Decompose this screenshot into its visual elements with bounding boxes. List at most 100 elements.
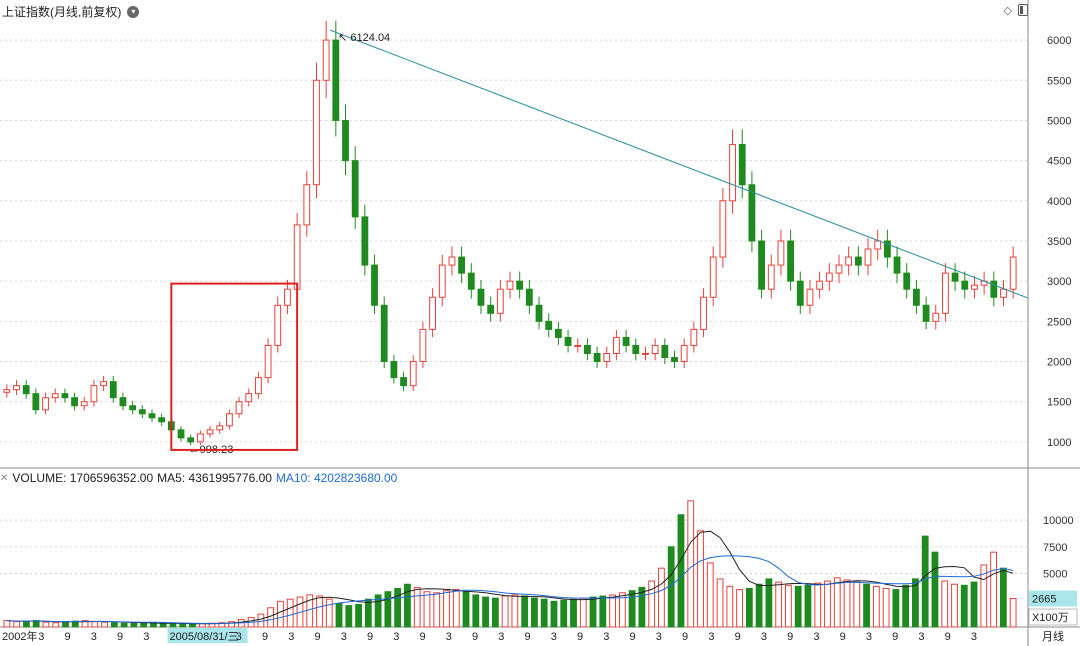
unit-tag: X100万 xyxy=(1032,612,1069,624)
volume-bar xyxy=(804,584,812,628)
x-tick-label: 3 xyxy=(551,631,557,643)
candle-body xyxy=(380,304,388,363)
volume-bar xyxy=(345,605,353,628)
x-tick-label: 9 xyxy=(682,631,688,643)
volume-bar xyxy=(32,620,40,628)
price-tick-label: 6000 xyxy=(1047,35,1071,47)
price-tick-label: 5500 xyxy=(1047,75,1071,87)
chevron-down-icon[interactable]: ▾ xyxy=(127,5,140,18)
diamond-icon[interactable]: ◇ xyxy=(1003,5,1012,17)
candle-body xyxy=(883,240,891,258)
volume-bar xyxy=(150,622,157,628)
price-tick-label: 4500 xyxy=(1047,156,1071,168)
volume-bar xyxy=(892,589,900,628)
candle-body xyxy=(371,264,378,306)
highlight-date-label: 2005/08/31/三 xyxy=(170,631,239,643)
volume-bar xyxy=(179,623,187,628)
volume-bar xyxy=(599,595,607,628)
candle-body xyxy=(835,264,843,274)
candle-body xyxy=(361,216,369,266)
x-tick-label: 3 xyxy=(91,631,97,643)
candle-body xyxy=(487,304,495,314)
volume-bar xyxy=(101,621,108,628)
volume-bar xyxy=(81,620,89,628)
candle-body xyxy=(584,344,591,354)
candle-body xyxy=(903,272,911,290)
volume-bar xyxy=(286,598,294,628)
candle-body xyxy=(506,280,514,290)
price-tick-label: 3000 xyxy=(1047,276,1071,288)
volume-bar xyxy=(13,621,21,628)
candle-body xyxy=(816,280,824,290)
candle-body xyxy=(729,144,736,202)
candle-body xyxy=(61,393,69,399)
volume-bar xyxy=(716,578,724,628)
x-tick-label: 9 xyxy=(117,631,123,643)
candle-body xyxy=(874,240,882,250)
candle-body xyxy=(409,361,417,387)
x-tick-label: 3 xyxy=(143,631,149,643)
ma10-line xyxy=(6,555,1014,624)
candle-body xyxy=(574,344,582,347)
ma10-value: MA10: 4202823680.00 xyxy=(275,471,398,485)
x-tick-label: 9 xyxy=(840,631,846,643)
candle-body xyxy=(32,393,40,411)
volume-bar xyxy=(882,588,890,628)
candle-body xyxy=(990,280,998,298)
volume-bar xyxy=(814,582,822,628)
x-tick-label: 3 xyxy=(708,631,714,643)
volume-bar xyxy=(872,585,880,628)
candle-body xyxy=(71,397,78,407)
candle-body xyxy=(796,280,804,306)
candle-body xyxy=(187,437,195,443)
candle-body xyxy=(1009,256,1017,290)
candle-body xyxy=(196,433,204,443)
volume-bar xyxy=(218,622,226,628)
volume-bar xyxy=(648,580,656,628)
volume-bar xyxy=(706,562,714,628)
candle-body xyxy=(690,328,698,346)
ma5-value: MA5: 4361995776.00 xyxy=(157,471,272,485)
close-icon[interactable]: ✕ xyxy=(0,472,9,484)
candle-body xyxy=(22,385,30,395)
candle-body xyxy=(951,272,959,282)
x-tick-label: 9 xyxy=(945,631,951,643)
volume-bar xyxy=(355,604,362,628)
candle-body xyxy=(3,389,11,393)
candle-body xyxy=(622,336,630,346)
volume-bar xyxy=(677,514,685,628)
volume-bar xyxy=(755,583,763,628)
volume-bar xyxy=(999,567,1007,628)
x-tick-label: 3 xyxy=(866,631,872,643)
volume-tick-label: 10000 xyxy=(1043,515,1074,527)
price-tick-label: 3500 xyxy=(1047,236,1071,248)
candle-body xyxy=(893,256,901,274)
candle-body xyxy=(767,264,775,290)
x-tick-label: 9 xyxy=(315,631,321,643)
candle-body xyxy=(787,240,795,282)
candle-body xyxy=(245,393,253,403)
candle-body xyxy=(719,200,727,258)
candle-body xyxy=(313,79,320,186)
volume-bar xyxy=(863,583,870,628)
price-tick-label: 1000 xyxy=(1047,437,1071,449)
volume-bar xyxy=(91,621,99,628)
volume-bar xyxy=(374,594,382,628)
price-tick-label: 5000 xyxy=(1047,115,1071,127)
candle-body xyxy=(255,377,262,395)
candle-body xyxy=(554,328,562,338)
volume-bar xyxy=(140,622,148,628)
volume-bar xyxy=(609,594,616,628)
volume-bar xyxy=(921,535,929,628)
volume-bar xyxy=(853,581,861,628)
ma5-line xyxy=(6,530,1014,625)
x-tick-label: 3 xyxy=(761,631,767,643)
candle-body xyxy=(293,224,301,290)
volume-tick-label: 5000 xyxy=(1043,569,1067,581)
volume-bar xyxy=(931,551,939,628)
x-tick-label: 9 xyxy=(525,631,531,643)
volume-bar xyxy=(951,583,958,628)
candle-body xyxy=(119,397,127,407)
candle-body xyxy=(564,336,572,346)
